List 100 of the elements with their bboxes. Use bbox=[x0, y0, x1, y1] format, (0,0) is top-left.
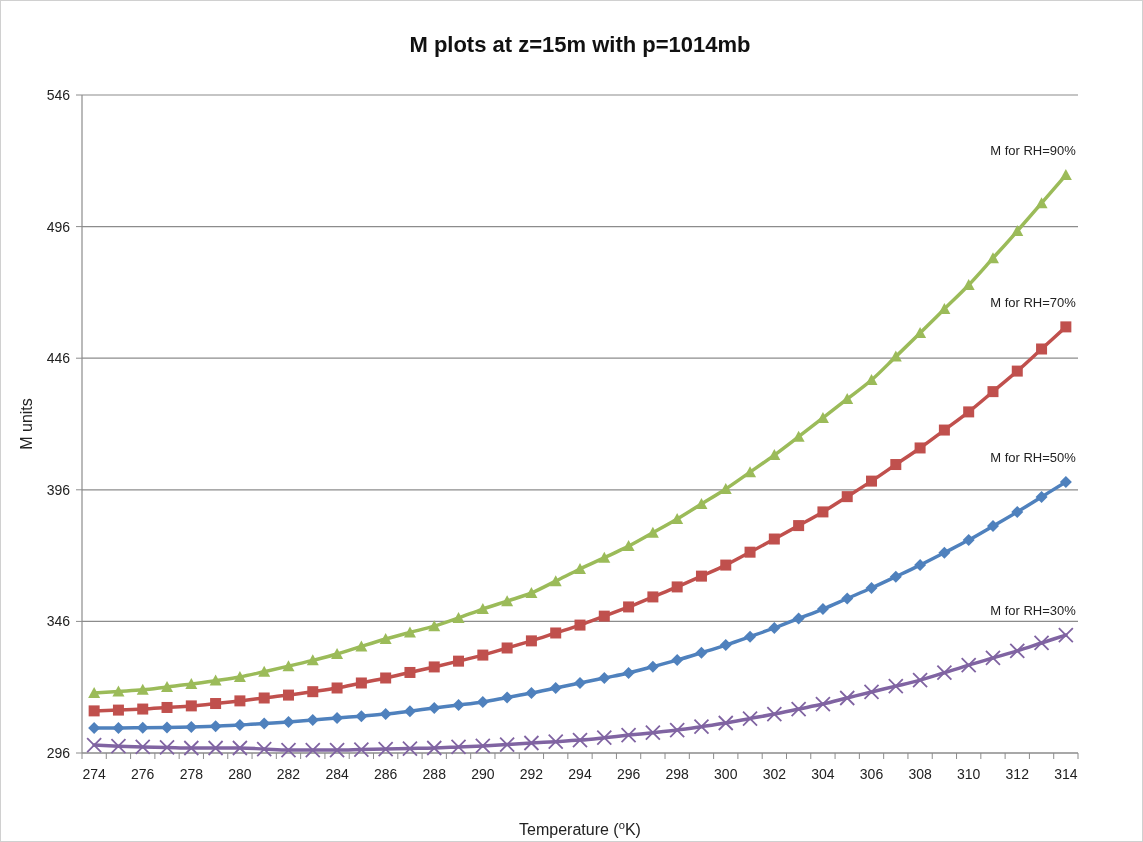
point bbox=[549, 575, 562, 587]
point bbox=[477, 649, 489, 661]
point bbox=[280, 742, 297, 758]
point bbox=[112, 685, 125, 697]
point bbox=[499, 736, 516, 753]
point bbox=[744, 546, 756, 558]
point bbox=[598, 671, 611, 684]
point bbox=[112, 704, 124, 716]
point bbox=[622, 540, 635, 552]
point bbox=[207, 740, 224, 756]
point bbox=[839, 690, 856, 706]
x-tick-label: 296 bbox=[616, 766, 641, 782]
point bbox=[572, 732, 588, 748]
point bbox=[644, 724, 661, 741]
point bbox=[671, 654, 684, 667]
point bbox=[525, 686, 538, 699]
point bbox=[450, 739, 467, 755]
point bbox=[161, 680, 174, 692]
point bbox=[501, 642, 513, 654]
x-tick-label: 314 bbox=[1054, 766, 1078, 782]
point bbox=[88, 686, 101, 698]
point bbox=[841, 592, 854, 605]
point bbox=[550, 627, 562, 639]
point bbox=[403, 705, 416, 718]
point bbox=[790, 701, 807, 717]
point bbox=[404, 666, 416, 678]
chart-title: M plots at z=15m with p=1014mb bbox=[409, 32, 751, 57]
x-tick-label: 310 bbox=[957, 766, 981, 782]
point bbox=[936, 664, 953, 681]
point bbox=[282, 715, 295, 728]
point bbox=[136, 683, 149, 695]
point bbox=[453, 655, 465, 667]
point bbox=[525, 635, 537, 647]
y-tick-label: 396 bbox=[46, 481, 71, 498]
series-label: M for RH=50% bbox=[990, 449, 1077, 465]
point bbox=[863, 684, 880, 700]
x-tick-label: 276 bbox=[131, 766, 155, 782]
y-tick-label: 496 bbox=[46, 218, 71, 235]
point bbox=[329, 742, 345, 758]
point bbox=[355, 640, 368, 652]
series-label: M for RH=90% bbox=[990, 143, 1077, 159]
point bbox=[693, 718, 710, 735]
point bbox=[912, 672, 928, 688]
point bbox=[331, 682, 343, 694]
point bbox=[234, 695, 246, 707]
point bbox=[938, 424, 950, 436]
point bbox=[866, 475, 878, 487]
point bbox=[258, 665, 271, 677]
point bbox=[914, 442, 926, 454]
point bbox=[185, 678, 198, 690]
point bbox=[817, 506, 829, 518]
point bbox=[962, 534, 975, 547]
point bbox=[1057, 627, 1074, 643]
point bbox=[134, 739, 151, 755]
y-tick-label: 546 bbox=[46, 87, 71, 103]
point bbox=[1035, 197, 1048, 209]
point bbox=[986, 520, 999, 533]
point bbox=[985, 650, 1001, 666]
point bbox=[766, 706, 783, 722]
point bbox=[452, 611, 465, 623]
point bbox=[938, 302, 951, 314]
point bbox=[890, 459, 902, 471]
point bbox=[1035, 490, 1048, 503]
point bbox=[647, 591, 659, 603]
point bbox=[379, 633, 392, 645]
point bbox=[671, 581, 683, 593]
x-tick-label: 304 bbox=[811, 766, 835, 782]
x-tick-label: 284 bbox=[325, 766, 349, 782]
point bbox=[306, 654, 319, 666]
point bbox=[88, 705, 100, 717]
point bbox=[159, 739, 175, 756]
point bbox=[428, 661, 440, 673]
point bbox=[1011, 505, 1024, 518]
point bbox=[720, 559, 732, 571]
point bbox=[744, 630, 757, 643]
point bbox=[987, 386, 999, 398]
point bbox=[646, 526, 659, 538]
x-tick-label: 280 bbox=[228, 766, 252, 782]
x-tick-label: 278 bbox=[179, 766, 204, 782]
point bbox=[598, 551, 611, 563]
point bbox=[1011, 365, 1023, 377]
point bbox=[307, 686, 319, 698]
point bbox=[938, 546, 951, 559]
point bbox=[428, 620, 441, 632]
point bbox=[426, 740, 443, 756]
point bbox=[402, 740, 418, 757]
point bbox=[282, 689, 294, 701]
point bbox=[768, 621, 781, 634]
point bbox=[353, 741, 370, 758]
point bbox=[695, 570, 707, 582]
point bbox=[574, 619, 586, 631]
point bbox=[501, 595, 514, 607]
point bbox=[914, 326, 927, 338]
point bbox=[815, 696, 831, 712]
x-tick-label: 294 bbox=[568, 766, 592, 782]
point bbox=[403, 626, 416, 638]
point bbox=[183, 740, 200, 756]
x-tick-label: 292 bbox=[519, 766, 544, 782]
point bbox=[233, 670, 246, 682]
point bbox=[474, 737, 491, 754]
